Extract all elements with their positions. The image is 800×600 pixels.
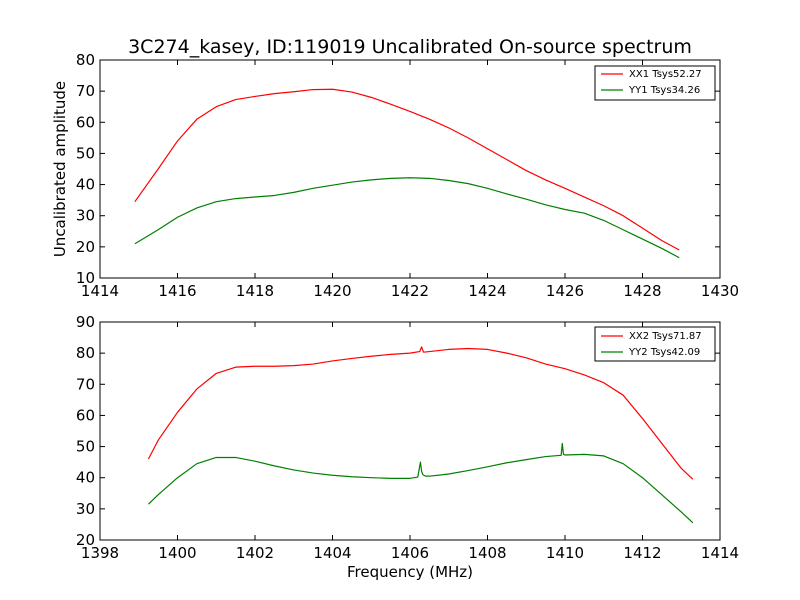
top-x-tick-label: 1424 — [468, 282, 506, 300]
top-y-ticks: 10 20 30 40 50 60 70 80 — [76, 51, 720, 287]
top-x-ticks: 1414 1416 1418 1420 1422 1424 1426 1428 1430 — [81, 60, 739, 300]
top-y-tick-label: 70 — [76, 82, 95, 100]
bottom-series-line-2 — [148, 442, 694, 524]
top-y-axis-label: Uncalibrated amplitude — [51, 81, 69, 257]
bottom-x-tick-label: 1408 — [468, 544, 506, 562]
bottom-x-tick-label: 1410 — [546, 544, 584, 562]
bottom-panel: 1398 1400 1402 1404 1406 1408 1410 1412 1414 20 3… — [76, 313, 739, 581]
bottom-y-tick-label: 20 — [76, 531, 95, 549]
bottom-x-tick-label: 1398 — [81, 544, 119, 562]
top-y-tick-label: 80 — [76, 51, 95, 69]
bottom-y-ticks: 20 30 40 50 60 70 80 90 — [76, 313, 720, 549]
top-x-tick-label: 1422 — [391, 282, 429, 300]
top-legend-label-2: YY1 Tsys34.26 — [628, 85, 700, 96]
top-legend: XX1 Tsys52.27 YY1 Tsys34.26 — [594, 65, 716, 101]
bottom-legend-label-1: XX2 Tsys71.87 — [629, 331, 702, 342]
top-y-tick-label: 10 — [76, 269, 95, 287]
top-y-tick-label: 50 — [76, 144, 95, 162]
top-y-tick-label: 40 — [76, 176, 95, 194]
bottom-x-axis-label: Frequency (MHz) — [347, 563, 473, 581]
top-y-tick-label: 30 — [76, 207, 95, 225]
bottom-x-tick-label: 1402 — [236, 544, 274, 562]
top-lines — [134, 88, 680, 259]
bottom-lines — [147, 346, 694, 524]
top-x-tick-label: 1420 — [313, 282, 351, 300]
top-x-tick-label: 1430 — [701, 282, 739, 300]
top-x-tick-label: 1428 — [623, 282, 661, 300]
bottom-y-tick-label: 80 — [76, 344, 95, 362]
top-y-tick-label: 60 — [76, 113, 95, 131]
top-series-line-2 — [134, 177, 680, 259]
chart-title: 3C274_kasey, ID:119019 Uncalibrated On-s… — [128, 36, 692, 58]
bottom-x-tick-label: 1414 — [701, 544, 739, 562]
bottom-y-tick-label: 50 — [76, 438, 95, 456]
top-x-tick-label: 1416 — [158, 282, 196, 300]
bottom-y-tick-label: 60 — [76, 406, 95, 424]
top-x-tick-label: 1418 — [236, 282, 274, 300]
top-series-line-1 — [134, 88, 680, 251]
top-legend-label-1: XX1 Tsys52.27 — [629, 69, 702, 80]
bottom-y-tick-label: 40 — [76, 469, 95, 487]
top-panel: 1414 1416 1418 1420 1422 1424 1426 1428 1430 10 2… — [51, 51, 739, 300]
bottom-y-tick-label: 70 — [76, 375, 95, 393]
top-y-tick-label: 20 — [76, 238, 95, 256]
bottom-x-tick-label: 1406 — [391, 544, 429, 562]
bottom-x-tick-label: 1404 — [313, 544, 351, 562]
bottom-x-ticks: 1398 1400 1402 1404 1406 1408 1410 1412 1414 — [81, 322, 739, 562]
bottom-legend-label-2: YY2 Tsys42.09 — [628, 347, 700, 358]
top-legend-box — [594, 65, 716, 101]
bottom-legend: XX2 Tsys71.87 YY2 Tsys42.09 — [594, 326, 716, 362]
bottom-x-tick-label: 1412 — [623, 544, 661, 562]
top-x-tick-label: 1426 — [546, 282, 584, 300]
bottom-y-tick-label: 30 — [76, 500, 95, 518]
bottom-y-tick-label: 90 — [76, 313, 95, 331]
bottom-legend-box — [594, 326, 716, 362]
bottom-x-tick-label: 1400 — [158, 544, 196, 562]
bottom-series-line-1 — [147, 346, 694, 480]
top-x-tick-label: 1414 — [81, 282, 119, 300]
